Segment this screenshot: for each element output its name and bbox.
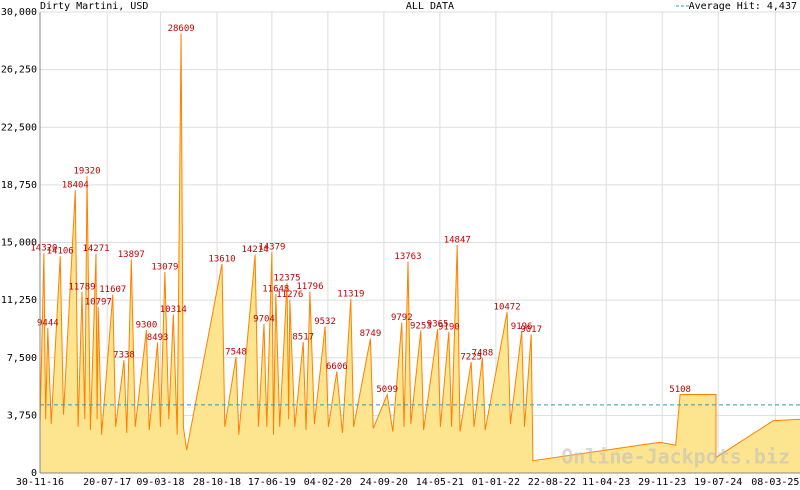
average-legend: Average Hit: 4,437 (689, 1, 797, 12)
data-label: 12375 (273, 273, 300, 283)
data-label: 9017 (520, 325, 542, 335)
data-label: 9253 (410, 321, 432, 331)
chart-subtitle: ALL DATA (406, 1, 454, 12)
y-tick-label: 30,000 (1, 7, 37, 18)
data-label: 13763 (394, 252, 421, 262)
data-label: 14214 (242, 245, 269, 255)
data-label: 6606 (326, 362, 348, 372)
y-tick-label: 7,500 (7, 353, 37, 364)
chart-title: Dirty Martini, USD (40, 1, 148, 12)
x-tick-label: 20-07-17 (83, 477, 131, 488)
x-tick-label: 04-02-20 (304, 477, 352, 488)
x-tick-label: 29-11-23 (638, 477, 686, 488)
data-label: 14320 (30, 243, 57, 253)
y-tick-label: 3,750 (7, 410, 37, 421)
y-tick-label: 11,250 (1, 295, 37, 306)
x-tick-label: 14-05-21 (416, 477, 464, 488)
data-label: 18404 (62, 181, 89, 191)
x-tick-label: 30-11-16 (16, 477, 64, 488)
data-label: 5108 (669, 385, 691, 395)
data-label: 9190 (438, 322, 460, 332)
data-label: 7548 (225, 348, 247, 358)
y-tick-label: 0 (31, 468, 37, 479)
x-tick-label: 11-04-23 (582, 477, 630, 488)
data-label: 13897 (118, 250, 145, 260)
data-label: 9532 (314, 317, 336, 327)
data-label: 13079 (151, 263, 178, 273)
x-tick-label: 09-03-18 (136, 477, 184, 488)
data-label: 14106 (47, 247, 74, 257)
data-label: 7338 (113, 351, 135, 361)
data-label: 9792 (391, 313, 413, 323)
data-label: 13610 (208, 254, 235, 264)
watermark: Online-Jackpots.biz (561, 445, 790, 469)
data-label: 11789 (68, 282, 95, 292)
y-tick-label: 22,500 (1, 122, 37, 133)
area-fill (40, 33, 800, 474)
data-label: 5099 (376, 385, 398, 395)
area-line (39, 33, 800, 462)
y-tick-label: 18,750 (1, 180, 37, 191)
x-tick-label: 17-06-19 (248, 477, 296, 488)
data-label: 11796 (296, 282, 323, 292)
data-label: 19320 (73, 167, 100, 177)
data-label: 14379 (258, 243, 285, 253)
data-label: 8493 (147, 333, 169, 343)
data-label: 11607 (99, 285, 126, 295)
data-label: 9196 (511, 322, 533, 332)
data-label: 10314 (160, 305, 187, 315)
x-tick-label: 24-09-20 (360, 477, 408, 488)
x-tick-label: 19-07-24 (694, 477, 742, 488)
data-label: 9300 (136, 321, 158, 331)
data-label: 11648 (262, 285, 289, 295)
data-label: 8749 (360, 329, 382, 339)
data-label: 28609 (168, 24, 195, 34)
y-tick-label: 26,250 (1, 65, 37, 76)
x-tick-label: 28-10-18 (193, 477, 241, 488)
y-tick-label: 15,000 (1, 238, 37, 249)
data-label: 10797 (85, 298, 112, 308)
x-tick-label: 08-03-25 (751, 477, 799, 488)
data-label: 7488 (472, 348, 494, 358)
data-label: 14847 (444, 235, 471, 245)
data-label: 9704 (253, 314, 275, 324)
data-label: 7225 (460, 352, 482, 362)
x-tick-label: 22-08-22 (528, 477, 576, 488)
data-label: 11319 (337, 290, 364, 300)
data-label: 9365 (427, 320, 449, 330)
data-label: 14271 (82, 244, 109, 254)
data-label: 11276 (276, 290, 303, 300)
data-label: 10472 (494, 303, 521, 313)
x-tick-label: 01-01-22 (472, 477, 520, 488)
data-label: 9444 (37, 318, 59, 328)
data-label: 8517 (292, 333, 314, 343)
